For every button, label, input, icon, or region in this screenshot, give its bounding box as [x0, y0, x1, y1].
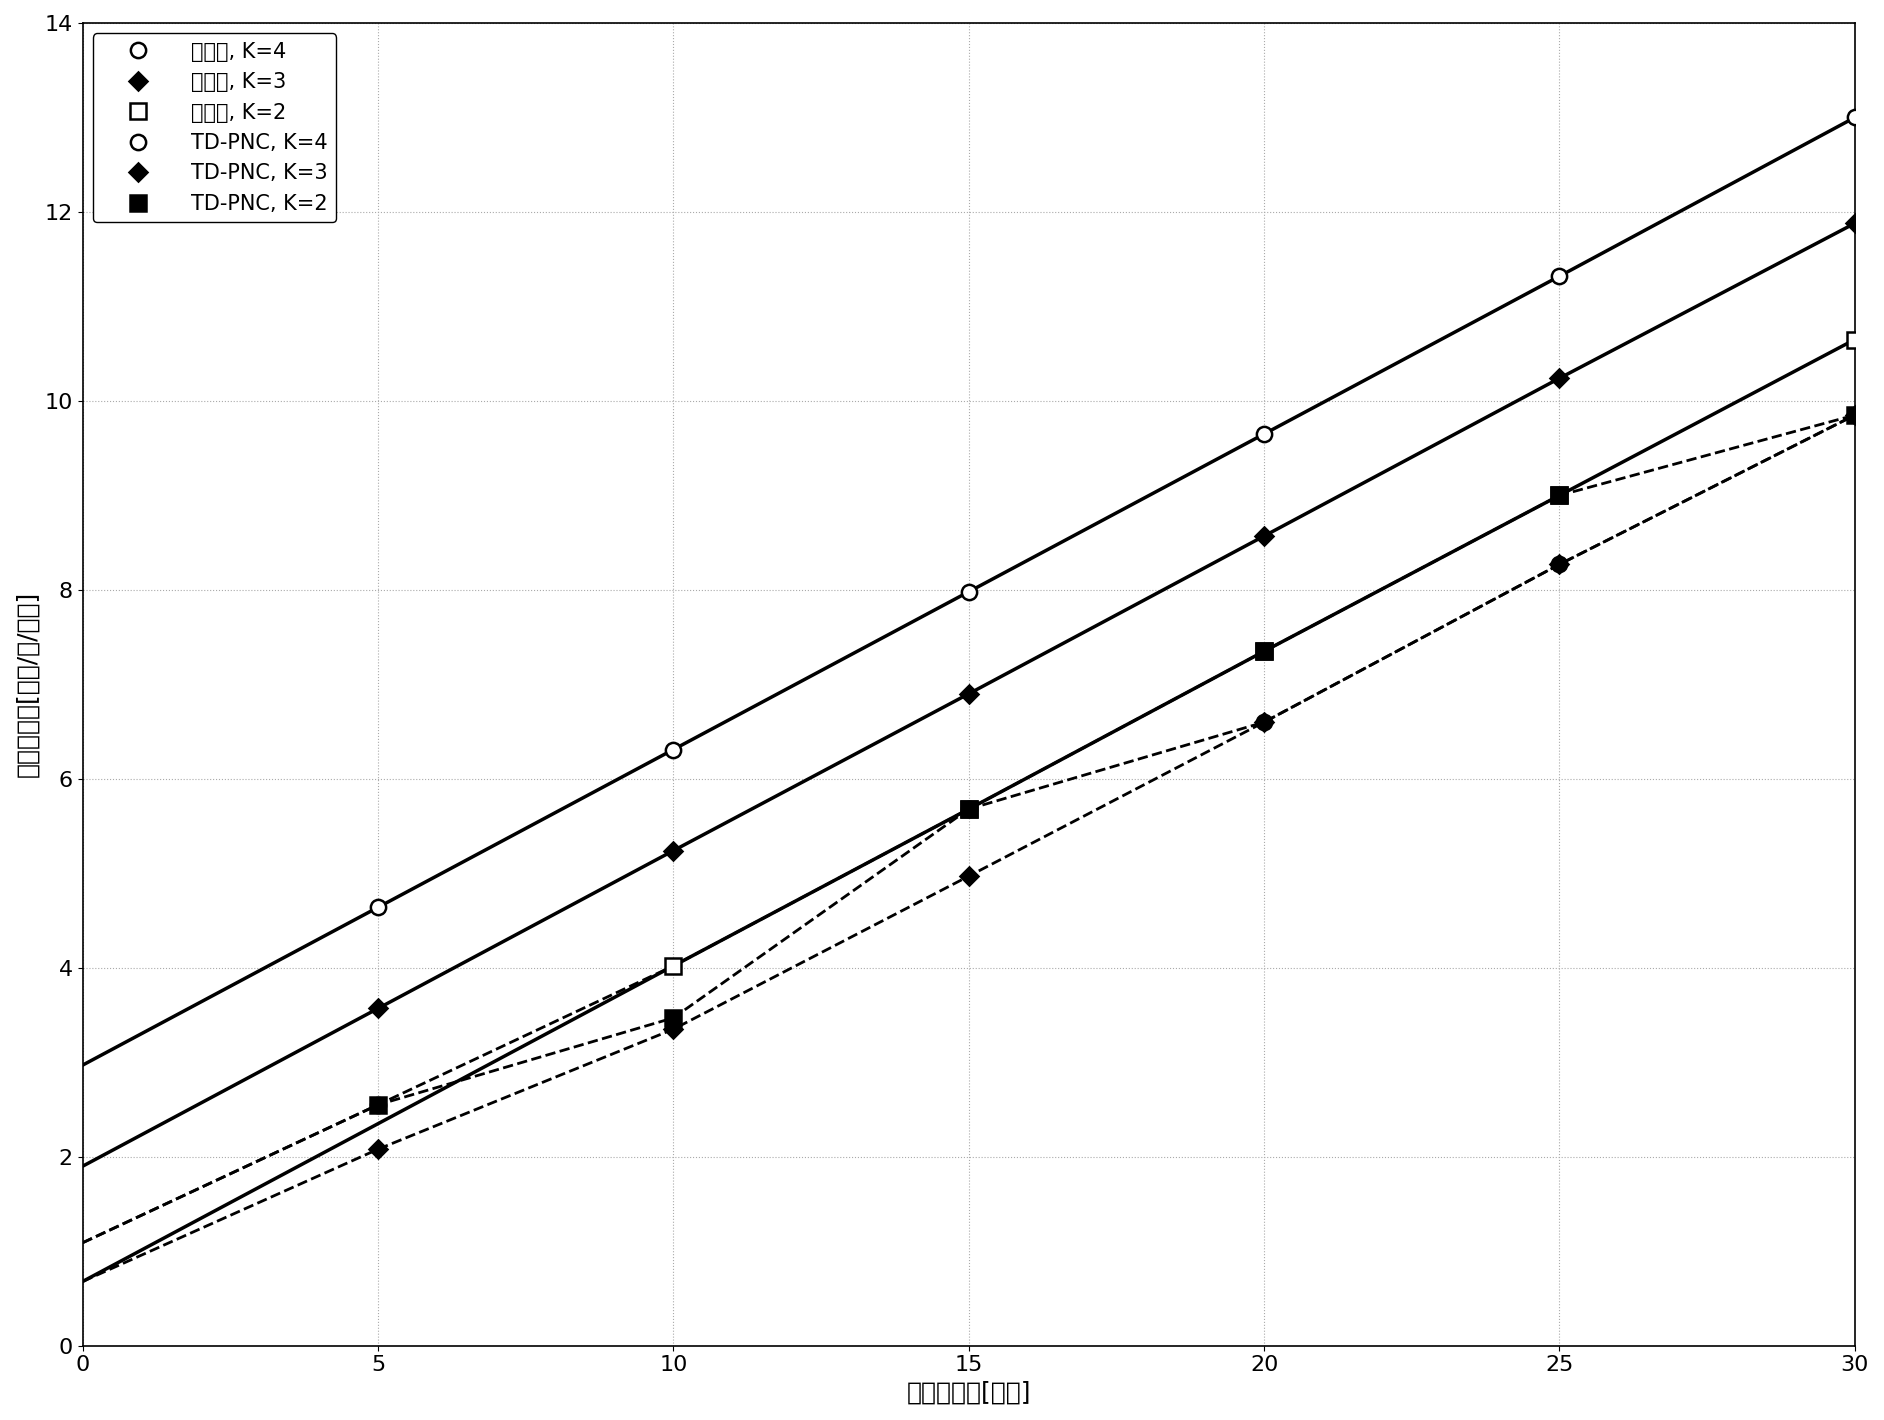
本发明, K=4 [367, 899, 390, 916]
TD-PNC, K=2 [661, 1010, 684, 1027]
Line: 本发明, K=4: 本发明, K=4 [371, 109, 1863, 914]
Line: 本发明, K=2: 本发明, K=2 [665, 332, 1863, 974]
本发明, K=3 [661, 842, 684, 859]
TD-PNC, K=2 [1549, 487, 1571, 504]
本发明, K=2 [1549, 487, 1571, 504]
TD-PNC, K=2 [367, 1096, 390, 1113]
TD-PNC, K=3 [367, 1140, 390, 1157]
TD-PNC, K=2 [957, 801, 980, 818]
本发明, K=2 [957, 801, 980, 818]
Line: TD-PNC, K=4: TD-PNC, K=4 [371, 408, 1863, 1112]
X-axis label: 发射信噪比[分贝]: 发射信噪比[分贝] [906, 1382, 1031, 1404]
本发明, K=2 [1844, 331, 1867, 348]
Line: TD-PNC, K=2: TD-PNC, K=2 [371, 408, 1863, 1112]
Line: 本发明, K=3: 本发明, K=3 [371, 217, 1861, 1015]
本发明, K=4 [661, 741, 684, 758]
TD-PNC, K=4 [957, 801, 980, 818]
TD-PNC, K=4 [1253, 714, 1275, 731]
本发明, K=4 [1844, 109, 1867, 126]
本发明, K=4 [957, 584, 980, 601]
本发明, K=4 [1549, 268, 1571, 285]
TD-PNC, K=4 [1549, 555, 1571, 572]
TD-PNC, K=3 [661, 1021, 684, 1038]
本发明, K=3 [367, 1000, 390, 1017]
TD-PNC, K=3 [1844, 406, 1867, 423]
TD-PNC, K=3 [1253, 714, 1275, 731]
TD-PNC, K=3 [957, 868, 980, 885]
本发明, K=4 [1253, 426, 1275, 443]
本发明, K=3 [1549, 369, 1571, 386]
TD-PNC, K=2 [1844, 406, 1867, 423]
本发明, K=3 [1253, 527, 1275, 544]
Line: TD-PNC, K=3: TD-PNC, K=3 [371, 409, 1861, 1156]
本发明, K=3 [957, 686, 980, 703]
Y-axis label: 平均和速率[比特/秒/赫兹]: 平均和速率[比特/秒/赫兹] [15, 591, 40, 778]
本发明, K=2 [1253, 643, 1275, 660]
TD-PNC, K=4 [1844, 406, 1867, 423]
TD-PNC, K=2 [1253, 643, 1275, 660]
TD-PNC, K=4 [367, 1096, 390, 1113]
本发明, K=2 [661, 957, 684, 974]
本发明, K=3 [1844, 214, 1867, 231]
TD-PNC, K=3 [1549, 555, 1571, 572]
Legend: 本发明, K=4, 本发明, K=3, 本发明, K=2, TD-PNC, K=4, TD-PNC, K=3, TD-PNC, K=2: 本发明, K=4, 本发明, K=3, 本发明, K=2, TD-PNC, K=… [92, 34, 335, 222]
